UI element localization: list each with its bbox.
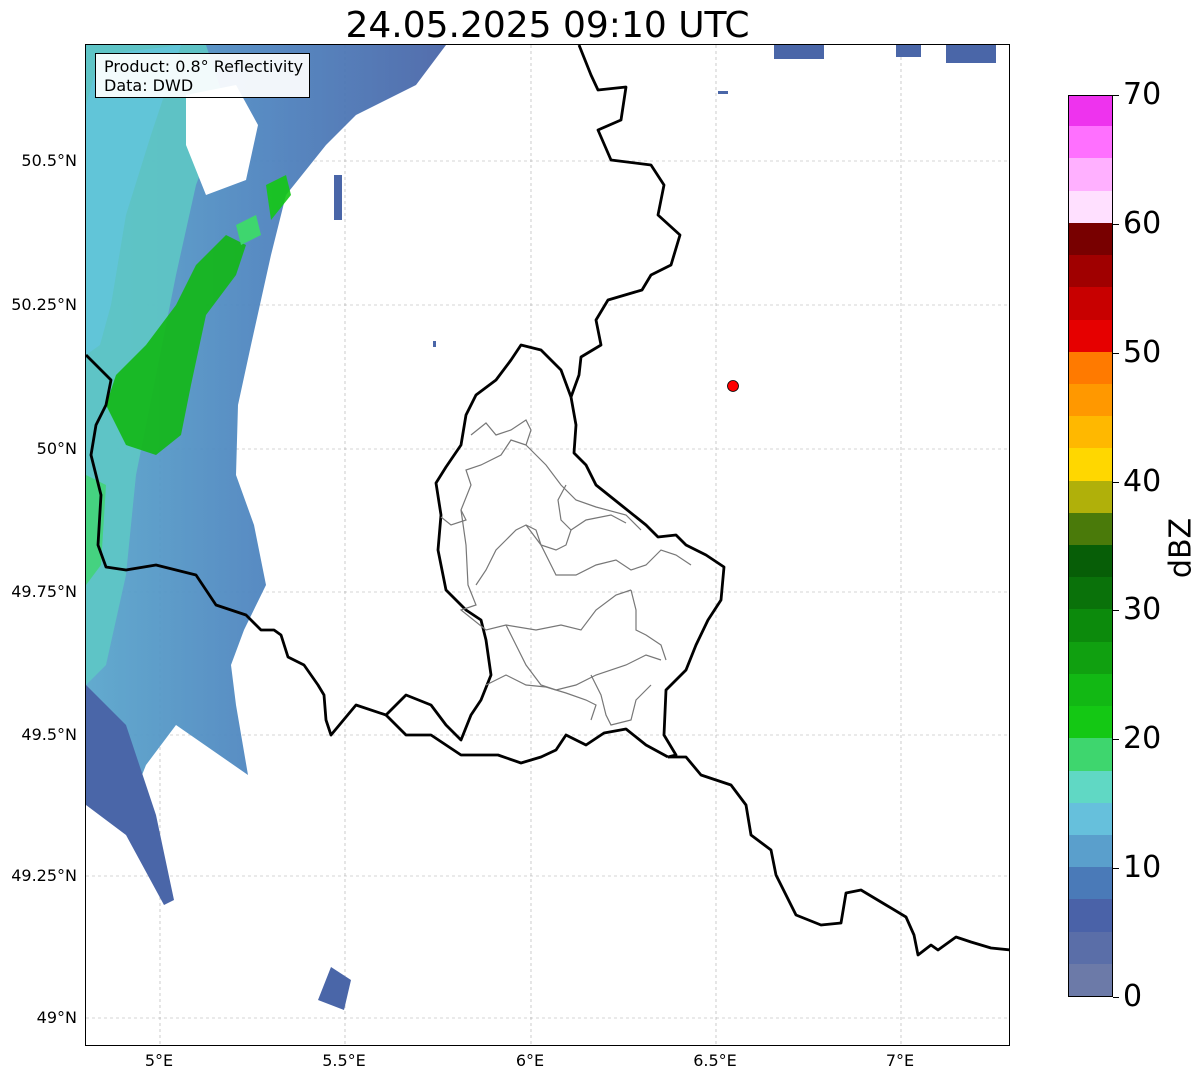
y-tick-label: 50.25°N [11,295,77,314]
colorbar-segment [1069,254,1112,288]
colorbar-tick [1113,868,1119,870]
gridlines [86,45,1009,1045]
x-tick-label: 7°E [885,1051,915,1070]
colorbar-tick-label: 70 [1123,77,1162,112]
y-tick-label: 50.5°N [21,151,77,170]
colorbar-segment [1069,447,1112,481]
y-tick-label: 50°N [36,439,77,458]
colorbar-segment [1069,351,1112,384]
info-box: Product: 0.8° Reflectivity Data: DWD [95,53,311,98]
colorbar-tick [1113,223,1119,225]
colorbar-segment [1069,319,1112,352]
product-label: Product: 0.8° Reflectivity [104,57,304,76]
colorbar-tick-label: 60 [1123,205,1162,241]
colorbar-segment [1069,931,1112,964]
colorbar-segment [1069,641,1112,674]
district-boundaries [440,419,692,726]
colorbar-tick [1113,352,1119,354]
colorbar-tick-label: 40 [1123,463,1162,499]
colorbar-tick [1113,997,1119,998]
y-tick-label: 49°N [36,1008,77,1027]
colorbar-segment [1069,157,1112,191]
colorbar-segment [1069,96,1112,127]
colorbar-tick [1113,610,1119,612]
colorbar-segment [1069,383,1112,417]
colorbar-segment [1069,705,1112,739]
y-tick-label: 49.25°N [11,866,77,885]
colorbar [1068,95,1113,997]
radar-echoes [86,45,996,1010]
colorbar-segment [1069,898,1112,932]
colorbar-segment [1069,866,1112,900]
country-borders [86,45,1009,957]
colorbar-segment [1069,576,1112,610]
colorbar-segment [1069,737,1112,771]
colorbar-tick-label: 50 [1123,334,1162,370]
x-tick-label: 5.5°E [322,1051,366,1070]
colorbar-segment [1069,190,1112,223]
y-tick-label: 49.5°N [21,725,77,744]
colorbar-segment [1069,512,1112,545]
data-source-label: Data: DWD [104,76,194,95]
colorbar-tick [1113,481,1119,483]
colorbar-tick [1113,95,1119,96]
colorbar-tick-label: 10 [1123,850,1162,886]
colorbar-tick [1113,739,1119,741]
radar-site-marker [727,380,739,392]
colorbar-segment [1069,608,1112,642]
colorbar-segment [1069,802,1112,835]
colorbar-segment [1069,963,1112,996]
colorbar-segment [1069,834,1112,868]
colorbar-label: dBZ [1163,517,1199,579]
colorbar-segment [1069,480,1112,513]
x-tick-label: 5°E [144,1051,174,1070]
map-title: 24.05.2025 09:10 UTC [345,5,750,46]
colorbar-tick-label: 20 [1123,721,1162,757]
colorbar-tick-label: 30 [1123,592,1162,628]
x-tick-label: 6.5°E [693,1051,737,1070]
colorbar-segment [1069,415,1112,449]
colorbar-segment [1069,544,1112,578]
colorbar-segment [1069,770,1112,803]
colorbar-segment [1069,286,1112,320]
x-tick-label: 6°E [515,1051,545,1070]
y-tick-label: 49.75°N [11,582,77,601]
colorbar-segment [1069,125,1112,159]
colorbar-segment [1069,222,1112,256]
radar-map [85,44,1010,1046]
colorbar-tick-label: 0 [1123,979,1143,1014]
map-canvas [86,45,1009,1045]
colorbar-segment [1069,673,1112,707]
